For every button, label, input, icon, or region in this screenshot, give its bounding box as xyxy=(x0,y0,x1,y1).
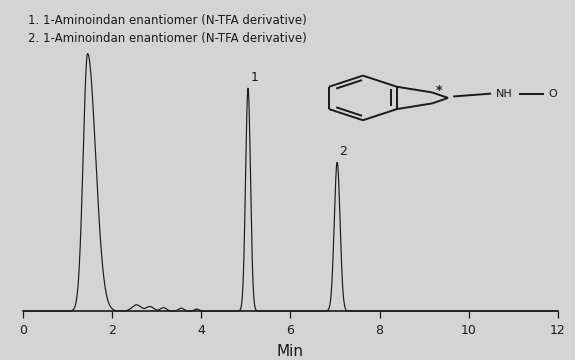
Text: 1: 1 xyxy=(250,71,258,84)
Text: 1. 1-Aminoindan enantiomer (N-TFA derivative)
2. 1-Aminoindan enantiomer (N-TFA : 1. 1-Aminoindan enantiomer (N-TFA deriva… xyxy=(28,14,307,45)
Text: 2: 2 xyxy=(339,145,347,158)
Text: *: * xyxy=(436,84,443,97)
Text: O: O xyxy=(548,89,557,99)
Text: NH: NH xyxy=(496,89,513,99)
X-axis label: Min: Min xyxy=(277,343,304,359)
